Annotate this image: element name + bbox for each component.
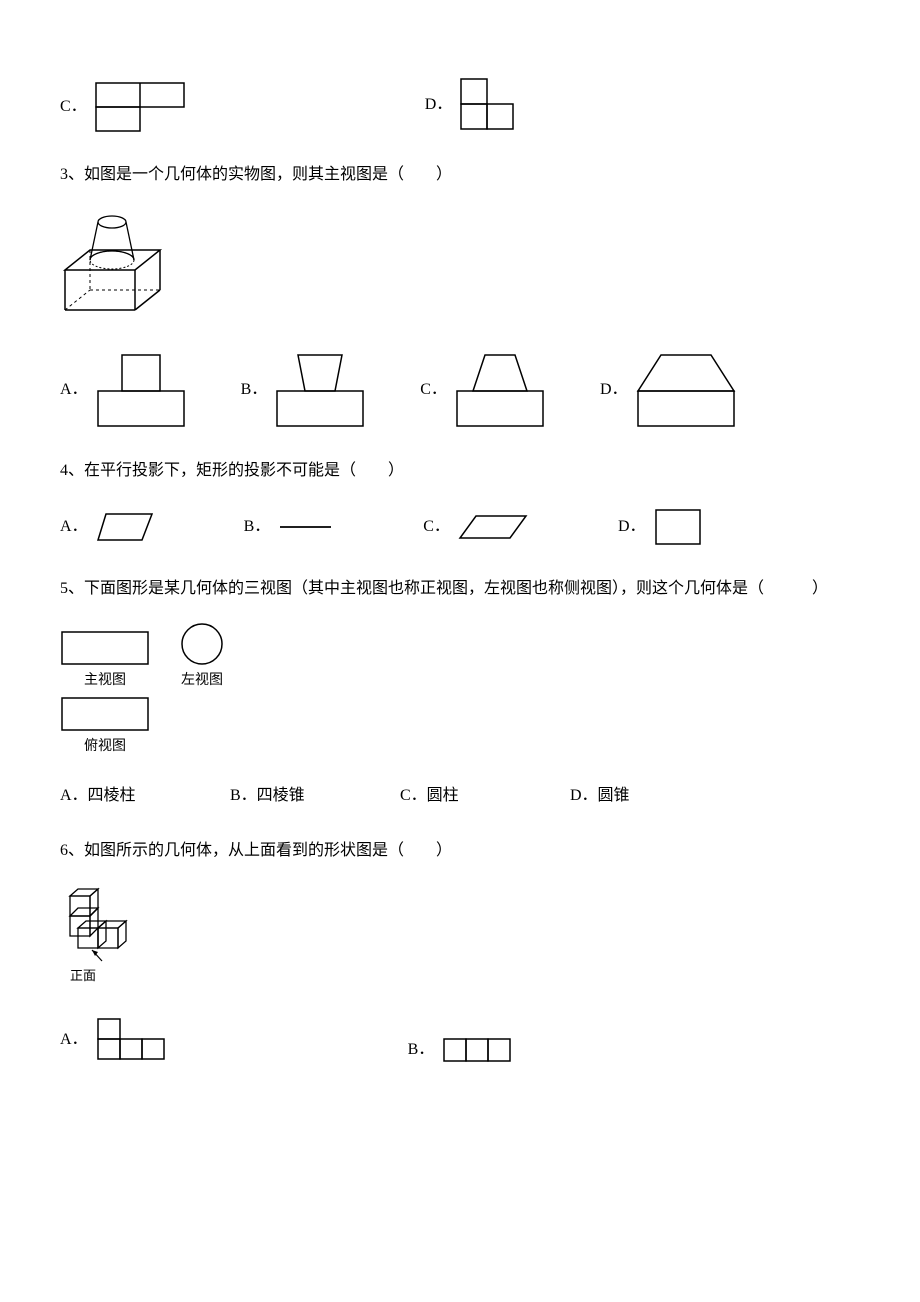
q5-top-view-figure	[60, 696, 150, 732]
q5-main-view-label: 主视图	[84, 668, 126, 690]
q3-option-c-figure	[455, 353, 545, 428]
q4-option-d: D．	[618, 508, 702, 546]
q5-option-d: D．圆锥	[570, 783, 740, 809]
q6-text: 6、如图所示的几何体，从上面看到的形状图是（ ）	[60, 838, 860, 864]
q3-option-a-figure	[96, 353, 186, 428]
q6-option-a: A．	[60, 1017, 168, 1063]
q6-option-b-figure	[442, 1037, 514, 1063]
q4-option-b: B．	[244, 514, 334, 540]
q2-option-d-label: D．	[425, 92, 453, 118]
q6-option-b-label: B．	[408, 1037, 435, 1063]
q2-option-c: C．	[60, 82, 185, 132]
q4-option-b-label: B．	[244, 514, 271, 540]
q5-text: 5、下面图形是某几何体的三视图（其中主视图也称正视图，左视图也称侧视图），则这个…	[60, 576, 860, 602]
q4-option-c-figure	[458, 514, 528, 540]
q3-option-b-figure	[275, 353, 365, 428]
q3-options-row: A． B． C． D．	[60, 353, 860, 428]
q4-option-a-label: A．	[60, 514, 88, 540]
q4-option-d-label: D．	[618, 514, 646, 540]
q5-main-view: 主视图	[60, 630, 150, 690]
q2-option-d: D．	[425, 78, 517, 132]
q4-option-d-figure	[654, 508, 702, 546]
q4-option-a: A．	[60, 512, 154, 542]
q2-option-d-figure	[460, 78, 516, 132]
q3-option-d: D．	[600, 353, 736, 428]
q3-option-a-label: A．	[60, 377, 88, 403]
q2-option-c-figure	[95, 82, 185, 132]
q4-option-a-figure	[96, 512, 154, 542]
q3-option-c: C．	[420, 353, 545, 428]
q5-left-view-label: 左视图	[181, 668, 223, 690]
q6-option-a-figure	[96, 1017, 168, 1063]
q3-option-a: A．	[60, 353, 186, 428]
q4-option-c-label: C．	[423, 514, 450, 540]
q6-options-row: A． B．	[60, 1017, 860, 1063]
q5-left-view-figure	[180, 622, 224, 666]
q5-options-row: A．四棱柱 B．四棱锥 C．圆柱 D．圆锥	[60, 783, 860, 809]
q4-text: 4、在平行投影下，矩形的投影不可能是（ ）	[60, 458, 860, 484]
q5-top-view: 俯视图	[60, 696, 150, 756]
q4-options-row: A． B． C． D．	[60, 508, 860, 546]
q2-option-c-label: C．	[60, 94, 87, 120]
q2-options-row: C． D．	[60, 78, 860, 132]
q5-left-view: 左视图	[180, 622, 224, 690]
q5-three-view: 主视图 左视图 俯视图	[60, 622, 860, 763]
q3-option-c-label: C．	[420, 377, 447, 403]
q3-option-d-figure	[636, 353, 736, 428]
q6-front-label: 正面	[70, 966, 860, 987]
q4-option-c: C．	[423, 514, 528, 540]
q3-option-b: B．	[241, 353, 366, 428]
q5-option-b: B．四棱锥	[230, 783, 400, 809]
q6-option-b: B．	[408, 1037, 515, 1063]
q6-option-a-label: A．	[60, 1027, 88, 1053]
q4-option-b-figure	[278, 523, 333, 531]
q5-main-view-figure	[60, 630, 150, 666]
q3-solid-figure	[60, 210, 860, 325]
q6-solid-figure: 正面	[60, 886, 860, 987]
q3-option-b-label: B．	[241, 377, 268, 403]
q3-option-d-label: D．	[600, 377, 628, 403]
q5-top-view-label: 俯视图	[84, 734, 126, 756]
q3-text: 3、如图是一个几何体的实物图，则其主视图是（ ）	[60, 162, 860, 188]
q5-option-c: C．圆柱	[400, 783, 570, 809]
q5-option-a: A．四棱柱	[60, 783, 230, 809]
